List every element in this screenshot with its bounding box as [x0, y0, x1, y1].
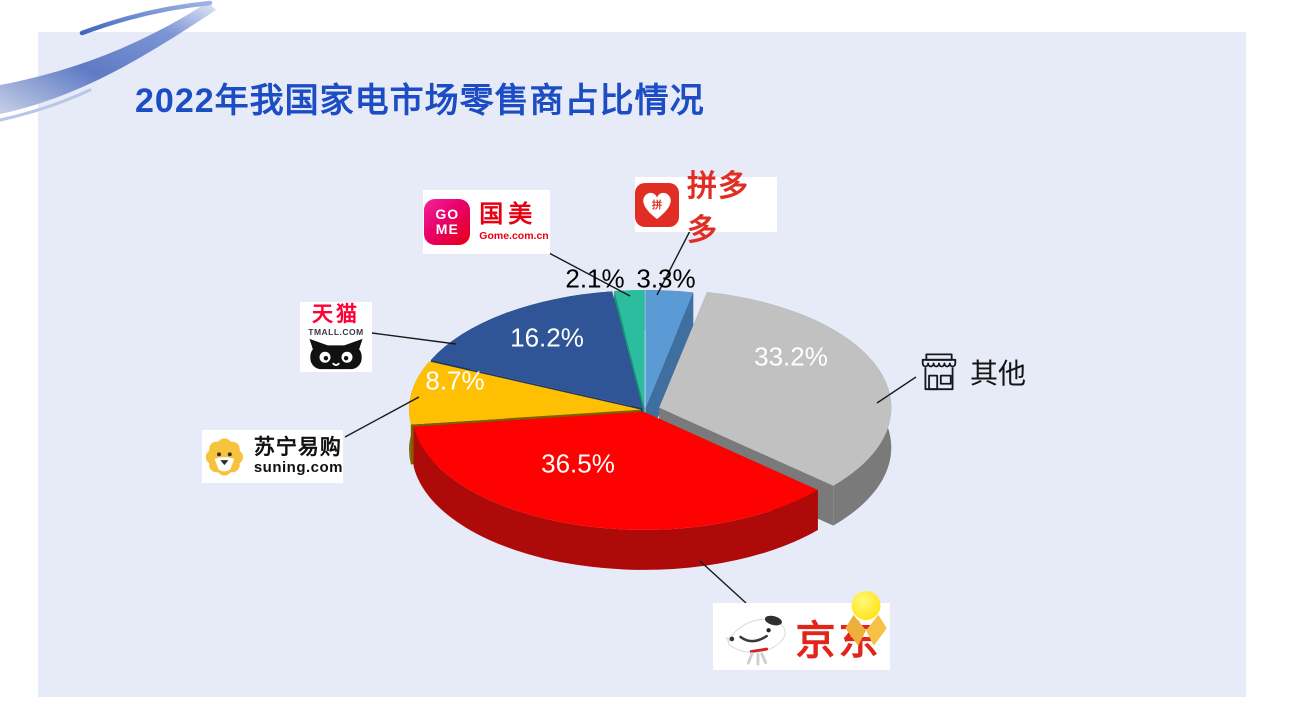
tmall-brand-name: 天猫	[312, 302, 360, 326]
storefront-icon	[921, 353, 957, 391]
pie-side-jd	[413, 426, 818, 570]
pie-label-pinduoduo: 3.3%	[636, 263, 696, 294]
pie-label-jd: 36.5%	[541, 448, 615, 479]
leader-line-tmall	[371, 332, 457, 345]
award-medal-icon	[845, 591, 887, 646]
pie-slice-suning	[409, 361, 641, 425]
svg-text:拼: 拼	[652, 198, 662, 211]
suning-brand-name: 苏宁易购	[253, 436, 342, 459]
gome-badge-line1: GO	[435, 206, 460, 222]
pie-slice-others	[659, 292, 892, 486]
jd-brand-name: 京东	[795, 618, 882, 663]
gome-app-icon: GO ME	[424, 199, 471, 245]
pie-label-others: 33.2%	[754, 341, 828, 372]
pinduoduo-heart-icon: 拼	[643, 192, 671, 219]
jd-dog-icon	[724, 615, 786, 666]
pie-slice-jd	[413, 411, 818, 530]
others-label: 其他	[970, 358, 1027, 389]
suning-lion-icon	[205, 437, 243, 476]
corner-swoosh-decoration	[0, 0, 216, 122]
pinduoduo-app-icon: 拼	[635, 182, 679, 227]
pie-slice-tmall	[430, 291, 643, 409]
pie-label-gome: 2.1%	[565, 263, 625, 294]
leader-line-pinduoduo	[656, 228, 692, 296]
others-legend-item: 其他	[918, 352, 1026, 392]
leader-line-others	[876, 376, 917, 404]
gome-badge-line2: ME	[435, 221, 459, 237]
leader-line-jd	[699, 560, 747, 604]
pinduoduo-brand-name: 拼多多	[687, 169, 749, 247]
leader-lines	[344, 228, 917, 604]
tmall-logo-card: 天猫 TMALL.COM	[300, 302, 372, 372]
pinduoduo-logo-card: 拼 拼多多	[635, 170, 777, 247]
pie-slices	[409, 289, 892, 570]
pie-slice-pinduoduo	[645, 289, 694, 408]
pie-label-tmall: 16.2%	[510, 322, 584, 353]
gome-brand-url: Gome.com.cn	[479, 230, 549, 242]
suning-logo-card: 苏宁易购 suning.com	[202, 430, 343, 483]
gome-brand-name: 国美	[479, 201, 538, 228]
leader-line-gome	[548, 252, 631, 297]
leader-line-suning	[344, 396, 420, 438]
page-title: 2022年我国家电市场零售商占比情况	[135, 81, 705, 120]
suning-brand-url: suning.com	[253, 459, 343, 476]
tmall-brand-url: TMALL.COM	[308, 326, 364, 337]
pie-slice-gome	[614, 289, 645, 408]
gome-logo-card: GO ME 国美 Gome.com.cn	[423, 190, 550, 254]
pie-label-suning: 8.7%	[425, 365, 485, 396]
tmall-cat-icon	[309, 338, 363, 369]
